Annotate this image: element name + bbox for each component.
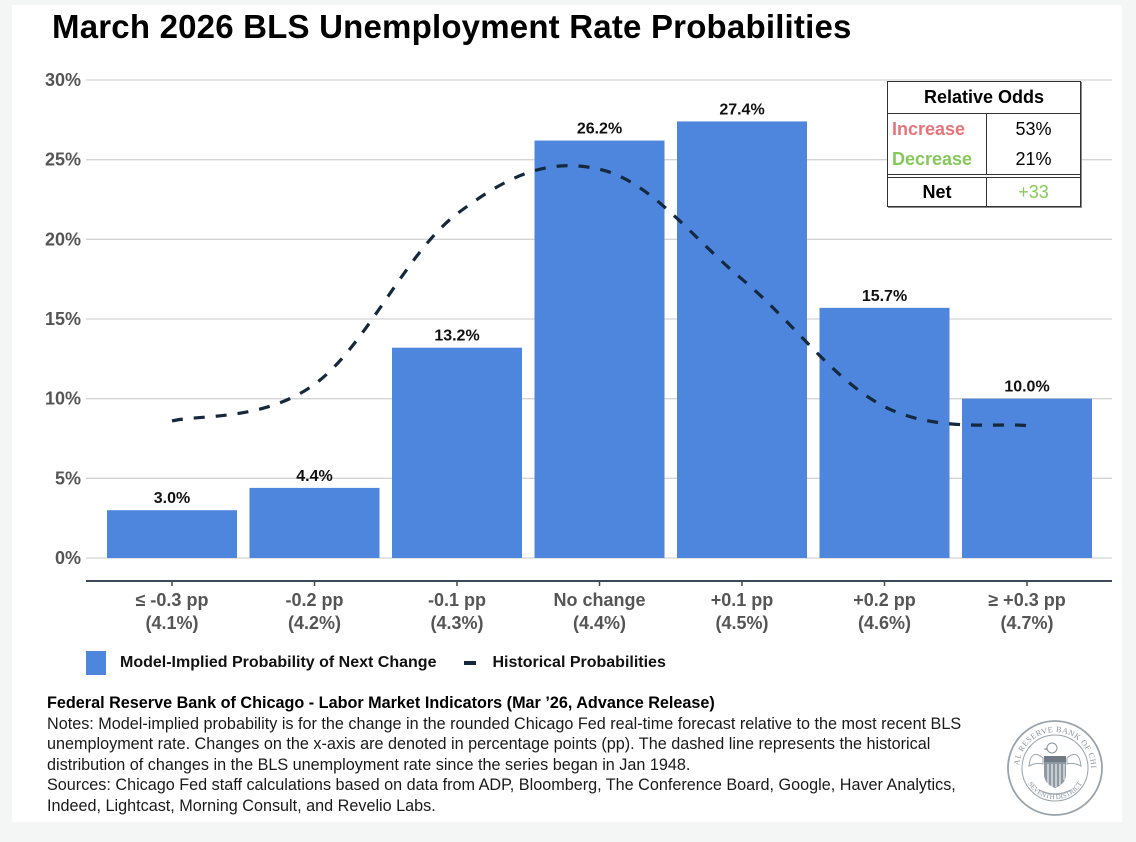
data-label: 10.0% — [1004, 379, 1049, 396]
bar — [962, 398, 1092, 558]
bar — [677, 121, 807, 558]
bar — [819, 307, 950, 558]
x-tick-sublabel: (4.5%) — [715, 613, 768, 633]
data-labels: 3.0% 4.4% 13.2% 26.2% 27.4% 15.7% 10.0% — [154, 101, 1050, 507]
data-label: 27.4% — [719, 101, 764, 118]
odds-row-decrease: Decrease 21% — [888, 144, 1080, 174]
y-tick-label: 5% — [55, 468, 81, 488]
y-tick-label: 15% — [45, 309, 81, 329]
odds-row-net: Net +33 — [888, 174, 1080, 207]
data-label: 13.2% — [434, 328, 479, 345]
x-tick-label: ≥ +0.3 pp — [988, 590, 1065, 610]
legend: Model-Implied Probability of Next Change… — [86, 650, 666, 676]
legend-line-label: Historical Probabilities — [492, 654, 666, 671]
x-tick-label: +0.2 pp — [853, 590, 916, 610]
data-label: 3.0% — [154, 490, 190, 507]
bars — [107, 121, 1092, 558]
data-label: 26.2% — [577, 121, 622, 138]
x-tick-label: -0.1 pp — [428, 590, 486, 610]
notes-text: Notes: Model-implied probability is for … — [47, 714, 962, 774]
bar — [249, 487, 380, 558]
chart-title: March 2026 BLS Unemployment Rate Probabi… — [52, 8, 852, 45]
legend-bar-swatch — [86, 651, 106, 675]
y-tick-label: 25% — [45, 150, 81, 170]
legend-dash-swatch — [464, 661, 477, 665]
relative-odds-table: Relative Odds Increase 53% Decrease 21% … — [887, 81, 1081, 207]
x-axis: ≤ -0.3 pp (4.1%) -0.2 pp (4.2%) -0.1 pp (4.3%… — [86, 580, 1112, 633]
federal-reserve-seal-icon: FEDERAL RESERVE BANK OF CHICAGO SEVENTH … — [1005, 718, 1103, 816]
decrease-label: Decrease — [888, 144, 987, 174]
x-tick-sublabel: (4.1%) — [145, 613, 198, 633]
y-tick-label: 30% — [45, 70, 81, 90]
x-tick-sublabel: (4.2%) — [288, 613, 341, 633]
x-tick-sublabel: (4.3%) — [430, 613, 483, 633]
y-tick-label: 10% — [45, 389, 81, 409]
source-line: Federal Reserve Bank of Chicago - Labor … — [47, 694, 715, 712]
sources-text: Sources: Chicago Fed staff calculations … — [47, 776, 956, 815]
net-value: +33 — [1018, 182, 1049, 202]
increase-value: 53% — [1015, 119, 1052, 139]
x-tick-sublabel: (4.6%) — [858, 613, 911, 633]
x-tick-label: -0.2 pp — [285, 590, 343, 610]
x-tick-label: ≤ -0.3 pp — [136, 590, 209, 610]
bar — [107, 510, 237, 558]
bar — [392, 347, 522, 558]
increase-label: Increase — [888, 114, 987, 144]
y-tick-label: 0% — [55, 548, 81, 568]
x-tick-label: +0.1 pp — [711, 590, 774, 610]
x-tick-sublabel: (4.7%) — [1000, 613, 1053, 633]
decrease-value: 21% — [1015, 149, 1052, 169]
legend-bar-label: Model-Implied Probability of Next Change — [120, 654, 437, 671]
odds-row-increase: Increase 53% — [888, 114, 1080, 144]
footer-notes: Federal Reserve Bank of Chicago - Labor … — [47, 693, 1007, 816]
x-tick-sublabel: (4.4%) — [573, 613, 626, 633]
net-label: Net — [888, 178, 987, 207]
data-label: 15.7% — [862, 288, 907, 305]
y-tick-label: 20% — [45, 229, 81, 249]
x-tick-label: No change — [553, 590, 645, 610]
bar — [534, 140, 665, 558]
relative-odds-header: Relative Odds — [888, 82, 1080, 114]
data-label: 4.4% — [296, 468, 332, 485]
